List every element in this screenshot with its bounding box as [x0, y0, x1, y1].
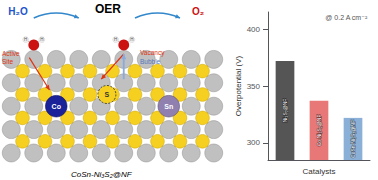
svg-text:Sn: Sn — [164, 103, 173, 110]
svg-text:Co-Ni₃S₂@NF: Co-Ni₃S₂@NF — [316, 114, 322, 146]
svg-text:350: 350 — [247, 82, 261, 91]
svg-text:400: 400 — [247, 25, 261, 34]
svg-text:H: H — [114, 37, 117, 42]
svg-text:CoSn-Ni₃S₂@NF: CoSn-Ni₃S₂@NF — [71, 170, 133, 179]
svg-text:Overpotential (V): Overpotential (V) — [234, 55, 243, 116]
svg-text:CoSn-Ni₃S₂@NF: CoSn-Ni₃S₂@NF — [350, 120, 356, 158]
svg-text:O₂: O₂ — [192, 6, 204, 17]
svg-text:@ 0.2 A cm⁻²: @ 0.2 A cm⁻² — [325, 14, 368, 21]
svg-text:H: H — [40, 37, 43, 42]
svg-text:Site: Site — [2, 58, 14, 65]
svg-text:H: H — [24, 37, 27, 42]
svg-text:Bubble: Bubble — [140, 58, 161, 65]
svg-text:OER: OER — [95, 2, 121, 16]
svg-text:H: H — [130, 37, 133, 42]
svg-text:Ni₃S₂@NF: Ni₃S₂@NF — [282, 99, 288, 123]
svg-text:Co: Co — [52, 103, 61, 110]
svg-text:S: S — [105, 91, 110, 98]
svg-text:Catalysts: Catalysts — [303, 167, 336, 176]
svg-text:H₂O: H₂O — [8, 6, 28, 17]
svg-text:Active: Active — [2, 50, 20, 57]
svg-text:300: 300 — [247, 138, 261, 147]
svg-text:Vacancy: Vacancy — [140, 49, 165, 57]
